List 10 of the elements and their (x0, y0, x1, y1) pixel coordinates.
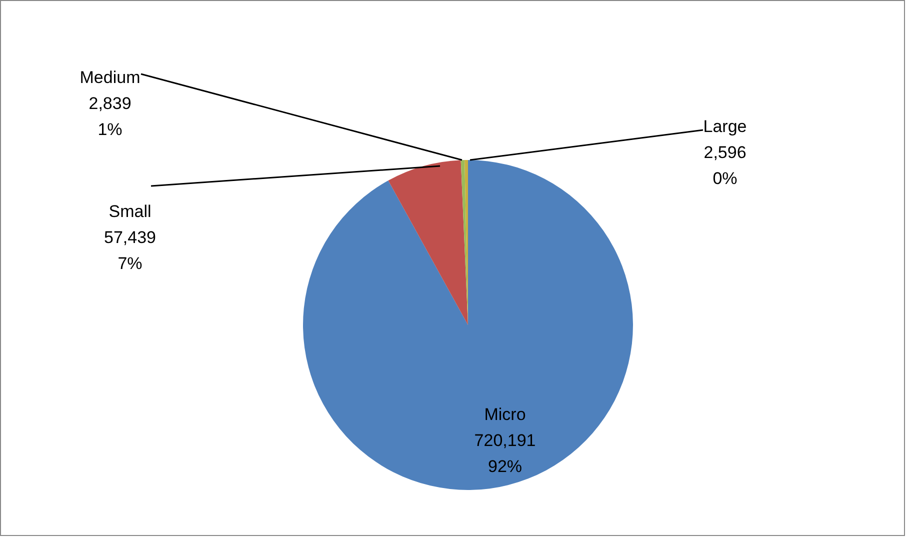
slice-label: Micro (484, 405, 526, 424)
data-label: 57,439 7% (104, 228, 156, 273)
data-label: 2,839 1% (88, 94, 132, 139)
slice-label: Small (108, 202, 152, 221)
data-label: 2,596 0% (704, 143, 746, 188)
slice-label: Medium (80, 68, 140, 87)
pie-slice (388, 160, 468, 325)
slice-label: Large (703, 117, 747, 136)
data-label: 720,191 92% (474, 431, 536, 476)
pie-slice (303, 160, 633, 490)
